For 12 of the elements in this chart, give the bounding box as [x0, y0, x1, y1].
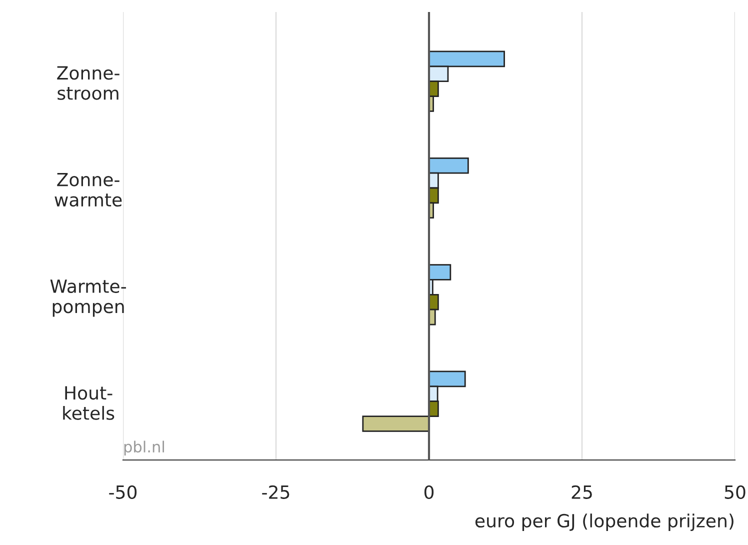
- x-tick-label: -25: [262, 485, 290, 499]
- y-tick-label: Zonne- stroom: [57, 66, 120, 100]
- x-tick-label: 50: [724, 485, 746, 499]
- y-tick-label: Zonne- warmte: [54, 172, 122, 207]
- y-tick-label: Hout- ketels: [63, 386, 114, 420]
- y-tick-label: Warmte- pompen: [50, 280, 126, 317]
- x-tick-label: 25: [572, 485, 592, 499]
- bar: [362, 416, 430, 432]
- x-tick-label: 0: [424, 485, 434, 499]
- x-axis-title: euro per GJ (lopende prijzen): [475, 514, 734, 532]
- x-tick-label: -50: [109, 485, 137, 499]
- annotation: pbl.nl: [124, 440, 164, 456]
